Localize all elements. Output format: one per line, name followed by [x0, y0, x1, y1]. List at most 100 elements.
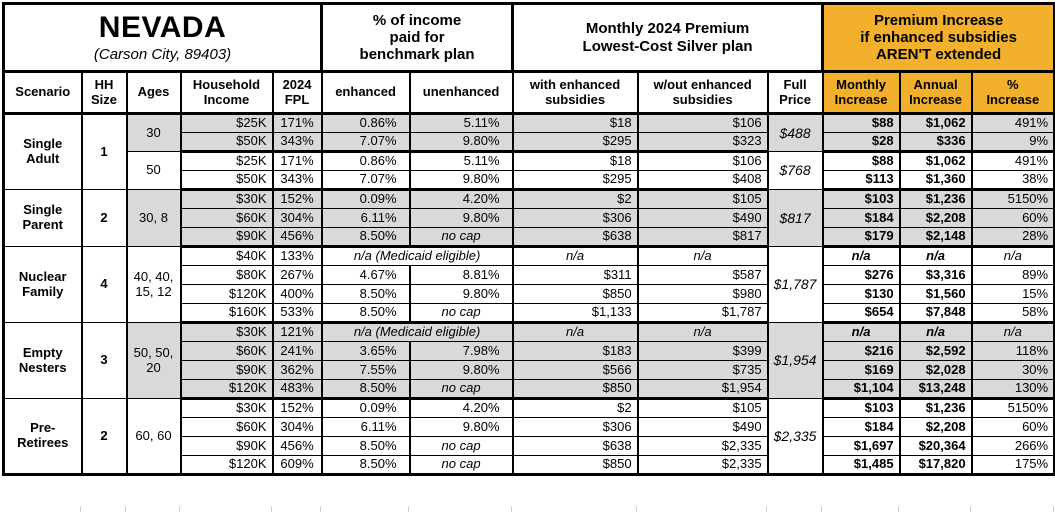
- cell-hh-size: 4: [80, 246, 128, 323]
- cell-ages: 50, 50, 20: [125, 322, 182, 399]
- cell-annual-increase: $1,236: [898, 398, 973, 418]
- cell-monthly-increase: $88: [821, 151, 901, 171]
- table-row: Pre- Retirees 2 60, 60 $30K 152% 0.09% 4.20% $2…: [2, 398, 1055, 475]
- table-row: Empty Nesters 3 50, 50, 20 $30K 121% n/a (Med…: [2, 322, 1055, 399]
- cell-income: $120K: [179, 455, 274, 476]
- col-header-annual-increase: Annual Increase: [898, 71, 973, 115]
- cell-income: $120K: [179, 379, 274, 400]
- cell-full-price: $488: [766, 113, 824, 152]
- cell-fpl: 362%: [271, 360, 323, 380]
- cell-full-price: $2,335: [766, 398, 824, 475]
- cell-annual-increase: $1,560: [898, 284, 973, 304]
- cell-annual-increase: $20,364: [898, 436, 973, 456]
- gridline-stub: [80, 506, 81, 512]
- cell-income: $90K: [179, 360, 274, 380]
- cell-fpl: 304%: [271, 208, 323, 228]
- cell-wout-subsidies: $587: [636, 265, 769, 285]
- cell-income: $30K: [179, 189, 274, 209]
- table-row: $60K 304% 6.11% 9.80% $306 $490 $184 $2,208 60%: [4, 417, 1055, 437]
- cell-annual-increase: $2,592: [898, 341, 973, 361]
- cell-wout-subsidies: $980: [636, 284, 769, 304]
- cell-monthly-increase: $103: [821, 189, 901, 209]
- cell-wout-subsidies: $2,335: [636, 436, 769, 456]
- cell-scenario: Pre- Retirees: [2, 398, 83, 475]
- cell-income: $60K: [179, 417, 274, 437]
- group-header-pct-income: % of income paid for benchmark plan: [320, 2, 515, 73]
- cell-pct-increase: 30%: [970, 360, 1055, 380]
- cell-fpl: 152%: [271, 398, 323, 418]
- cell-fpl: 171%: [271, 151, 323, 171]
- cell-with-subsidies: $18: [511, 151, 639, 171]
- cell-income: $25K: [179, 151, 274, 171]
- cell-pct-increase: 5150%: [970, 189, 1055, 209]
- cell-annual-increase: $2,028: [898, 360, 973, 380]
- cell-pct-increase: 491%: [970, 151, 1055, 171]
- cell-pct-increase: 60%: [970, 417, 1055, 437]
- cell-enhanced: 8.50%: [320, 284, 411, 304]
- cell-wout-subsidies: $1,787: [636, 303, 769, 324]
- cell-annual-increase: n/a: [898, 322, 973, 342]
- cell-pct-increase: 130%: [970, 379, 1055, 400]
- cell-enhanced: 8.50%: [320, 455, 411, 476]
- cell-annual-increase: $2,208: [898, 208, 973, 228]
- cell-wout-subsidies: n/a: [636, 322, 769, 342]
- cell-with-subsidies: $638: [511, 227, 639, 248]
- cell-with-subsidies: $850: [511, 379, 639, 400]
- table-row: $120K 609% 8.50% no cap $850 $2,335 $1,485 $17,…: [4, 455, 1055, 476]
- cell-income: $50K: [179, 170, 274, 191]
- cell-medicaid-note: n/a (Medicaid eligible): [320, 246, 514, 266]
- state-title-cell: NEVADA (Carson City, 89403): [1, 2, 324, 73]
- cell-monthly-increase: $88: [821, 113, 901, 133]
- cell-scenario: Single Adult: [2, 113, 83, 190]
- cell-with-subsidies: $306: [511, 208, 639, 228]
- cell-income: $90K: [179, 227, 274, 248]
- cell-enhanced: 6.11%: [320, 417, 411, 437]
- cell-enhanced: 7.55%: [320, 360, 411, 380]
- cell-wout-subsidies: $490: [636, 417, 769, 437]
- cell-with-subsidies: $850: [511, 455, 639, 476]
- cell-monthly-increase: n/a: [821, 246, 901, 266]
- gridline-stub: [636, 506, 637, 512]
- col-header-pct-increase: % Increase: [970, 71, 1055, 115]
- cell-wout-subsidies: $408: [636, 170, 769, 191]
- cell-with-subsidies: $295: [511, 170, 639, 191]
- cell-wout-subsidies: $106: [636, 151, 769, 171]
- col-header-monthly-increase: Monthly Increase: [821, 71, 901, 115]
- cell-monthly-increase: $103: [821, 398, 901, 418]
- cell-enhanced: 0.86%: [320, 113, 411, 133]
- cell-unenhanced: 9.80%: [408, 132, 514, 153]
- cell-unenhanced: 5.11%: [408, 151, 514, 171]
- cell-with-subsidies: n/a: [511, 322, 639, 342]
- group-header-increase: Premium Increase if enhanced subsidies A…: [821, 2, 1055, 73]
- cell-fpl: 483%: [271, 379, 323, 400]
- cell-monthly-increase: $1,485: [821, 455, 901, 476]
- cell-income: $90K: [179, 436, 274, 456]
- table-row: 50 $25K 171% 0.86% 5.11% $18 $106 $768 $88 $1,062…: [4, 151, 1055, 190]
- cell-income: $50K: [179, 132, 274, 153]
- table-row: $90K 456% 8.50% no cap $638 $817 $179 $2,148 28%: [4, 227, 1055, 248]
- cell-annual-increase: $2,208: [898, 417, 973, 437]
- cell-unenhanced: no cap: [408, 379, 514, 400]
- cell-fpl: 152%: [271, 189, 323, 209]
- table-row: $160K 533% 8.50% no cap $1,133 $1,787 $654 $7,8…: [4, 303, 1055, 324]
- cell-wout-subsidies: n/a: [636, 246, 769, 266]
- col-header-with-subsidies: with enhanced subsidies: [511, 71, 639, 115]
- table-row: $90K 456% 8.50% no cap $638 $2,335 $1,697 $20,3…: [4, 436, 1055, 456]
- cell-unenhanced: 9.80%: [408, 360, 514, 380]
- table-row: $90K 362% 7.55% 9.80% $566 $735 $169 $2,028 30%: [4, 360, 1055, 380]
- cell-enhanced: 8.50%: [320, 227, 411, 248]
- cell-hh-size: 2: [80, 398, 128, 475]
- cell-wout-subsidies: $735: [636, 360, 769, 380]
- cell-pct-increase: 15%: [970, 284, 1055, 304]
- col-header-scenario: Scenario: [2, 71, 83, 115]
- cell-scenario: Nuclear Family: [2, 246, 83, 323]
- cell-income: $30K: [179, 398, 274, 418]
- cell-annual-increase: n/a: [898, 246, 973, 266]
- cell-pct-increase: 175%: [970, 455, 1055, 476]
- cell-with-subsidies: $311: [511, 265, 639, 285]
- cell-pct-increase: 118%: [970, 341, 1055, 361]
- cell-with-subsidies: $2: [511, 189, 639, 209]
- cell-annual-increase: $3,316: [898, 265, 973, 285]
- cell-fpl: 343%: [271, 132, 323, 153]
- gridline-stub: [511, 506, 512, 512]
